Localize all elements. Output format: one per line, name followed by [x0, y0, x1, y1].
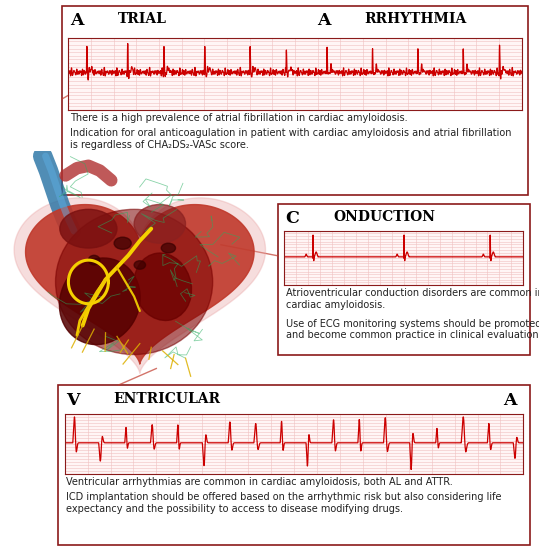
Text: A: A — [503, 392, 516, 409]
Ellipse shape — [161, 243, 176, 253]
Ellipse shape — [88, 255, 100, 265]
Ellipse shape — [134, 261, 146, 270]
Text: A: A — [317, 12, 330, 29]
Text: There is a high prevalence of atrial fibrillation in cardiac amyloidosis.: There is a high prevalence of atrial fib… — [70, 113, 407, 123]
Text: Atrioventricular conduction disorders are common in
cardiac amyloidosis.: Atrioventricular conduction disorders ar… — [286, 288, 539, 310]
Text: A: A — [70, 12, 84, 29]
FancyBboxPatch shape — [278, 204, 530, 355]
Text: RRHYTHMIA: RRHYTHMIA — [364, 12, 467, 26]
Text: ONDUCTION: ONDUCTION — [333, 210, 435, 224]
Text: Use of ECG monitoring systems should be promoted
and become common practice in c: Use of ECG monitoring systems should be … — [286, 318, 539, 340]
Ellipse shape — [60, 210, 117, 248]
Text: V: V — [66, 392, 80, 409]
FancyBboxPatch shape — [62, 6, 528, 195]
Ellipse shape — [59, 258, 140, 345]
Text: Indication for oral anticoagulation in patient with cardiac amyloidosis and atri: Indication for oral anticoagulation in p… — [70, 128, 512, 150]
Text: ENTRICULAR: ENTRICULAR — [114, 392, 220, 405]
FancyBboxPatch shape — [58, 385, 530, 544]
Text: ICD implantation should be offered based on the arrhythmic risk but also conside: ICD implantation should be offered based… — [66, 492, 502, 514]
Polygon shape — [25, 205, 254, 364]
Ellipse shape — [134, 253, 191, 321]
Text: TRIAL: TRIAL — [118, 12, 167, 26]
Text: C: C — [286, 210, 300, 227]
Ellipse shape — [56, 210, 213, 355]
Ellipse shape — [114, 237, 132, 249]
Polygon shape — [14, 198, 266, 373]
Ellipse shape — [134, 205, 185, 243]
Text: Ventricular arrhythmias are common in cardiac amyloidosis, both AL and ATTR.: Ventricular arrhythmias are common in ca… — [66, 477, 453, 487]
